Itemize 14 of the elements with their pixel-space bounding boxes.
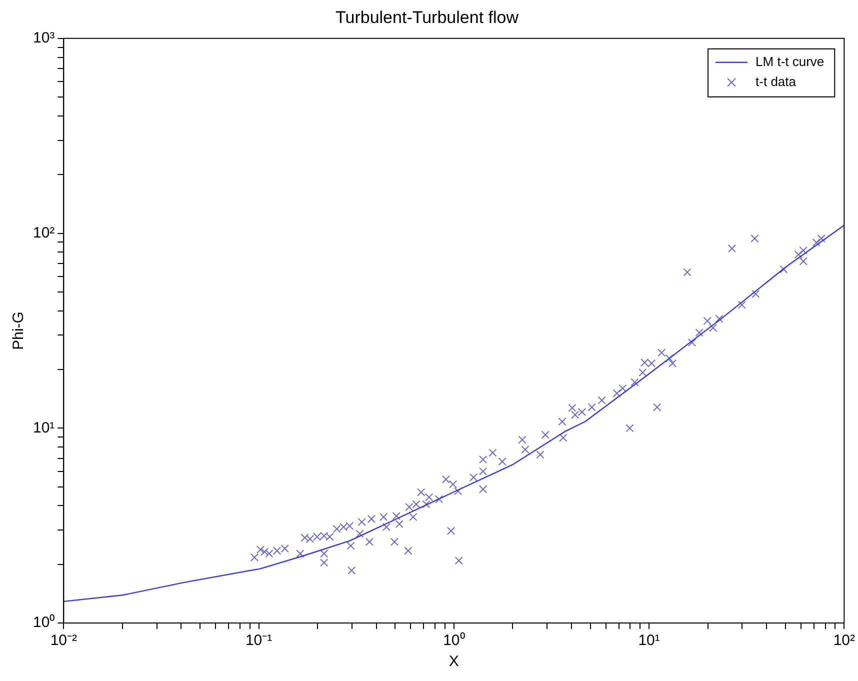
x-tick-label: 10⁻² [50, 632, 78, 650]
y-tick-label: 10¹ [32, 419, 55, 436]
y-tick-label: 10² [32, 224, 55, 242]
x-tick-label: 10⁰ [443, 632, 465, 650]
x-axis-title: X [448, 653, 459, 670]
legend-label: LM t-t curve [756, 54, 824, 69]
y-axis-title: Phi-G [10, 312, 28, 350]
x-tick-label: 10² [833, 632, 856, 650]
x-tick-label: 10⁻¹ [245, 632, 272, 650]
legend-label: t-t data [756, 74, 797, 89]
y-tick-label: 10⁰ [32, 614, 55, 632]
x-tick-label: 10¹ [638, 632, 660, 650]
y-tick-label: 10³ [32, 30, 55, 47]
chart-title: Turbulent-Turbulent flow [336, 8, 520, 27]
